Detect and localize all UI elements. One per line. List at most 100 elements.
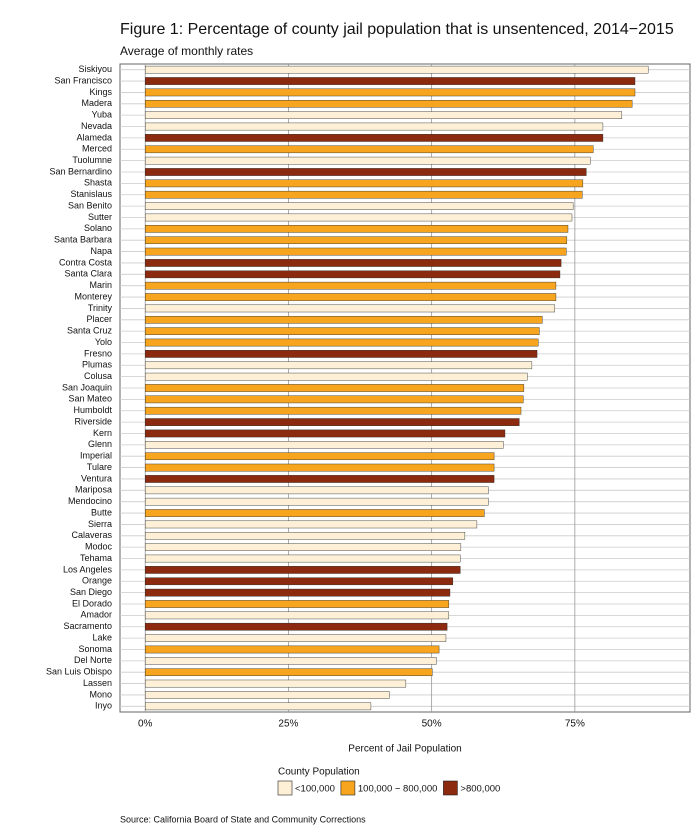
bar (145, 65, 649, 74)
y-tick-label: Humboldt (73, 405, 112, 415)
y-tick-label: Santa Barbara (54, 235, 112, 245)
y-tick-label: Solano (84, 223, 112, 233)
bar (145, 179, 584, 188)
bar (145, 338, 539, 347)
y-tick-label: Monterey (74, 291, 112, 301)
bar (145, 99, 633, 108)
bar (145, 202, 574, 210)
y-tick-label: Fresno (84, 348, 112, 358)
y-tick-label: Orange (82, 576, 112, 586)
y-tick-label: Lassen (83, 678, 112, 688)
source: Source: California Board of State and Co… (120, 814, 366, 824)
y-tick-label: Marin (89, 280, 112, 290)
x-tick-label: 25% (278, 719, 298, 730)
y-tick-label: Yuba (91, 110, 112, 120)
bar (145, 668, 433, 677)
y-tick-label: Siskiyou (78, 64, 112, 74)
y-tick-label: El Dorado (72, 598, 112, 608)
bar (145, 395, 524, 404)
y-tick-label: Mono (89, 689, 112, 699)
y-tick-label: Calaveras (71, 530, 112, 540)
y-tick-label: Plumas (82, 360, 113, 370)
bar (145, 531, 466, 540)
bar (145, 554, 461, 563)
bar (145, 429, 506, 438)
bar (145, 225, 569, 233)
y-tick-label: Los Angeles (63, 564, 113, 574)
y-tick-label: San Francisco (54, 75, 112, 85)
y-tick-label: Riverside (74, 416, 112, 426)
y-tick-label: Mendocino (68, 496, 112, 506)
y-tick-label: Nevada (81, 121, 112, 131)
y-tick-label: San Joaquin (62, 382, 112, 392)
y-tick-label: Sacramento (63, 621, 112, 631)
bar (145, 236, 568, 245)
y-tick-label: Ventura (81, 473, 112, 483)
y-tick-label: Placer (86, 314, 112, 324)
bar (145, 463, 495, 472)
bar (145, 543, 462, 551)
bar (145, 452, 495, 461)
y-tick-label: Mariposa (75, 485, 112, 495)
bar (145, 77, 636, 85)
y-tick-label: Sonoma (78, 644, 112, 654)
bar (145, 122, 604, 131)
y-tick-label: Alameda (76, 132, 112, 142)
y-tick-label: Modoc (85, 542, 113, 552)
chart-subtitle: Average of monthly rates (120, 44, 253, 58)
y-tick-label: Trinity (88, 303, 113, 313)
y-tick-label: San Benito (68, 200, 112, 210)
legend-swatch (340, 780, 356, 796)
y-tick-label: Stanislaus (70, 189, 112, 199)
legend-swatch (443, 780, 458, 796)
y-tick-label: Butte (91, 507, 112, 517)
x-axis-label: Percent of Jail Population (348, 744, 461, 755)
bar (145, 634, 447, 642)
y-tick-label: Imperial (80, 451, 112, 461)
bar (145, 88, 636, 97)
x-tick-label: 50% (422, 719, 442, 730)
x-tick-label: 75% (565, 719, 585, 730)
legend-label: <100,000 (295, 784, 335, 795)
bar (145, 645, 440, 654)
y-tick-label: Kern (93, 428, 112, 438)
bar (145, 213, 573, 222)
bar (145, 304, 556, 313)
bar (145, 134, 604, 142)
y-tick-label: Madera (81, 98, 112, 108)
y-tick-label: Santa Cruz (67, 326, 113, 336)
bar (145, 190, 583, 199)
y-tick-label: Shasta (84, 178, 112, 188)
y-tick-label: Napa (90, 246, 112, 256)
bar (145, 486, 489, 495)
y-tick-label: Tuolumne (72, 155, 112, 165)
y-tick-label: San Bernardino (49, 166, 112, 176)
y-tick-label: Lake (92, 632, 112, 642)
bar (145, 156, 591, 165)
bar (145, 259, 562, 267)
bar (145, 497, 489, 506)
bar (145, 566, 461, 574)
bar (145, 441, 504, 449)
bar (145, 384, 525, 392)
bar (145, 270, 561, 279)
bar (145, 406, 522, 415)
bar (145, 600, 450, 608)
bar (145, 509, 485, 517)
bar (145, 315, 543, 324)
bar (145, 475, 495, 483)
y-tick-label: Inyo (95, 701, 112, 711)
y-tick-label: Amador (80, 610, 112, 620)
bar (145, 702, 372, 711)
y-tick-label: Tehama (80, 553, 112, 563)
bar (145, 520, 478, 529)
bar (145, 588, 451, 597)
bar (145, 657, 437, 665)
bar (145, 293, 557, 301)
chart-title: Figure 1: Percentage of county jail popu… (120, 21, 674, 38)
bar (145, 372, 528, 381)
y-tick-label: San Mateo (68, 394, 112, 404)
legend-label: >800,000 (460, 784, 500, 795)
bar (145, 691, 390, 699)
y-tick-label: Contra Costa (59, 257, 112, 267)
